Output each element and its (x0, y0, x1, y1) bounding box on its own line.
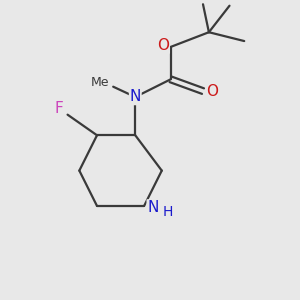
Text: H: H (163, 205, 173, 219)
Text: Me: Me (91, 76, 109, 89)
Text: F: F (54, 101, 63, 116)
Text: O: O (157, 38, 169, 53)
Text: N: N (147, 200, 159, 215)
Text: O: O (206, 84, 218, 99)
Text: N: N (130, 89, 141, 104)
